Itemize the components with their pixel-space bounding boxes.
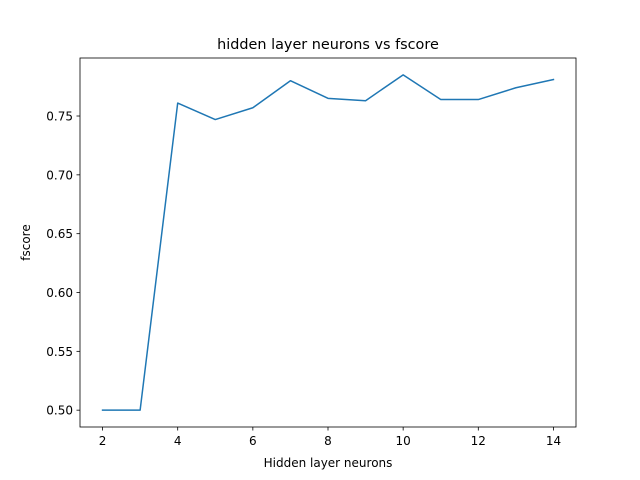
y-tick-label: 0.75 <box>46 110 73 124</box>
y-axis-ticks: 0.50 0.55 0.60 0.65 0.70 0.75 <box>46 110 80 418</box>
y-tick-label: 0.70 <box>46 168 73 182</box>
x-tick-label: 8 <box>324 434 332 448</box>
x-tick-label: 4 <box>174 434 182 448</box>
series-line-0 <box>101 74 555 411</box>
chart-title: hidden layer neurons vs fscore <box>217 37 439 53</box>
x-tick-label: 6 <box>249 434 257 448</box>
y-tick-label: 0.65 <box>46 227 73 241</box>
x-tick-label: 10 <box>396 434 411 448</box>
y-tick-label: 0.50 <box>46 404 73 418</box>
series-group <box>101 74 555 411</box>
x-axis-label: Hidden layer neurons <box>264 456 393 470</box>
x-axis-ticks: 2 4 6 8 10 12 14 <box>99 427 561 448</box>
x-tick-label: 14 <box>546 434 561 448</box>
axes-frame <box>79 57 577 428</box>
y-tick-label: 0.60 <box>46 286 73 300</box>
x-tick-label: 2 <box>99 434 107 448</box>
y-axis-label: fscore <box>19 224 33 260</box>
y-tick-label: 0.55 <box>46 345 73 359</box>
x-tick-label: 12 <box>471 434 486 448</box>
